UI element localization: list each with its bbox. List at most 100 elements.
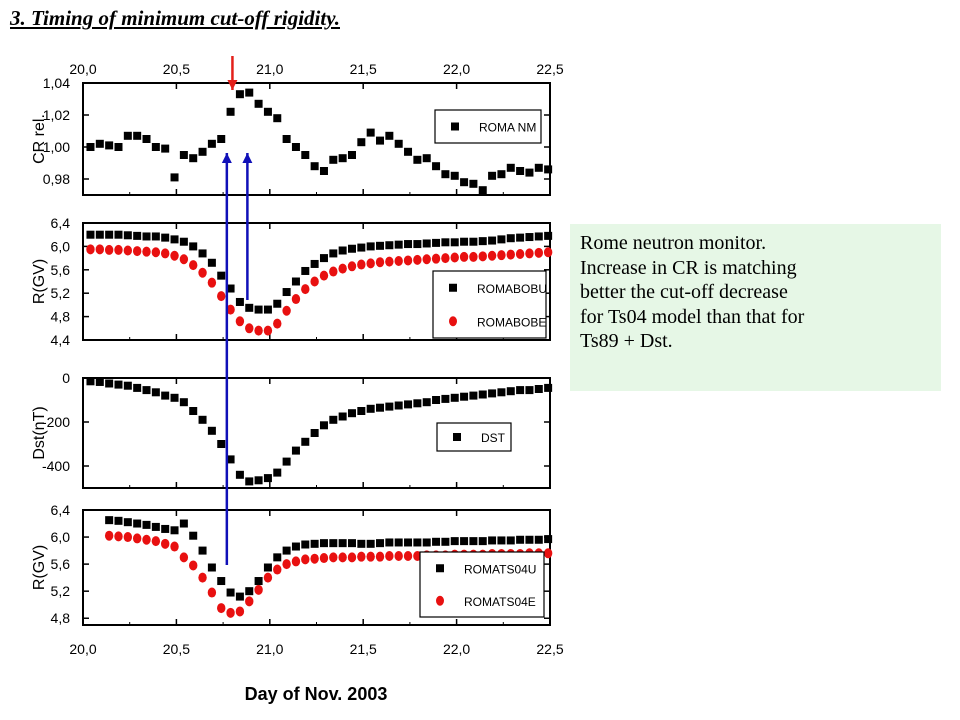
- data-point: [217, 577, 226, 586]
- data-point: [422, 239, 431, 248]
- data-point: [189, 407, 198, 415]
- data-point: [245, 323, 254, 334]
- data-point: [516, 535, 525, 544]
- legend: ROMATS04U ROMATS04E: [419, 551, 545, 618]
- data-point: [114, 244, 123, 255]
- data-point: [133, 131, 142, 140]
- data-point: [347, 552, 357, 563]
- y-tick-label: 4,8: [51, 309, 71, 325]
- data-point: [404, 147, 413, 156]
- data-point: [338, 412, 347, 421]
- data-point: [142, 520, 151, 529]
- data-point: [245, 477, 254, 486]
- data-point: [254, 99, 263, 108]
- x-tick-label-top: 21,5: [350, 61, 377, 77]
- legend-marker: [451, 122, 459, 131]
- data-point: [310, 162, 319, 171]
- data-point: [142, 534, 151, 545]
- data-point: [189, 260, 198, 271]
- data-point: [460, 178, 469, 187]
- y-tick-label: 6,4: [51, 215, 71, 231]
- data-point: [133, 383, 142, 392]
- data-point: [273, 564, 282, 575]
- data-point: [123, 532, 133, 543]
- legend: ROMA NM: [434, 109, 542, 144]
- data-point: [516, 167, 525, 175]
- legend-marker: [449, 316, 457, 327]
- data-point: [170, 541, 179, 552]
- note-line-2: Increase in CR is matching: [580, 256, 797, 279]
- y-axis-label: Dst(nT): [31, 406, 48, 459]
- data-point: [319, 421, 328, 430]
- data-point: [263, 325, 273, 336]
- data-point: [525, 248, 534, 259]
- data-point: [114, 516, 123, 525]
- data-point: [347, 261, 357, 272]
- x-tick-label: 21,5: [350, 641, 377, 657]
- note-line-1: Rome neutron monitor.: [580, 232, 767, 254]
- legend-marker: [436, 595, 444, 606]
- data-point: [469, 251, 478, 262]
- data-point: [161, 524, 170, 533]
- data-point: [394, 256, 403, 267]
- panel-1: 0,98 1,00 1,02 1,04 CR rel. ROMA NM: [31, 75, 553, 196]
- data-point: [450, 393, 459, 402]
- data-point: [525, 233, 534, 242]
- data-point: [104, 244, 114, 255]
- data-point: [235, 470, 244, 479]
- data-point: [460, 237, 469, 246]
- data-point: [404, 240, 413, 249]
- data-point: [123, 131, 132, 140]
- data-point: [114, 230, 123, 239]
- data-point: [263, 305, 272, 314]
- data-point: [161, 233, 170, 242]
- data-point: [235, 297, 244, 306]
- data-point: [86, 143, 95, 151]
- data-point: [441, 253, 450, 264]
- data-point: [133, 231, 142, 240]
- data-point: [422, 538, 431, 547]
- note-line-5: Ts89 + Dst.: [580, 330, 673, 352]
- data-point: [366, 128, 375, 137]
- data-point: [385, 131, 394, 140]
- data-point: [282, 559, 291, 570]
- data-point: [422, 154, 431, 163]
- data-point: [235, 90, 244, 99]
- x-tick-label: 21,0: [256, 641, 283, 657]
- data-point: [142, 246, 151, 257]
- data-point: [105, 379, 114, 388]
- y-tick-label: 4,8: [51, 610, 71, 626]
- y-axis-label: R(GV): [31, 259, 48, 304]
- y-tick-label: -200: [42, 414, 70, 430]
- series-romabobe: [86, 244, 553, 336]
- data-point: [506, 163, 515, 172]
- data-point: [357, 138, 366, 147]
- data-point: [534, 385, 543, 393]
- data-point: [179, 254, 189, 265]
- data-point: [338, 552, 347, 563]
- y-tick-label: 4,4: [51, 332, 71, 348]
- data-point: [198, 147, 207, 156]
- data-point: [273, 299, 282, 308]
- data-point: [413, 155, 422, 164]
- legend-label: ROMABOBU: [477, 282, 547, 296]
- data-point: [422, 398, 431, 407]
- data-point: [329, 539, 338, 548]
- data-point: [394, 240, 403, 249]
- data-point: [432, 396, 441, 404]
- data-point: [207, 277, 217, 288]
- data-point: [459, 251, 469, 262]
- data-point: [189, 531, 198, 540]
- data-point: [254, 325, 263, 336]
- data-point: [254, 584, 263, 595]
- data-point: [469, 179, 478, 188]
- data-point: [385, 256, 394, 267]
- data-point: [544, 535, 553, 544]
- data-point: [488, 236, 497, 245]
- x-tick-label-top: 21,0: [256, 61, 283, 77]
- legend-label: ROMATS04U: [464, 562, 536, 576]
- y-tick-label: 0,98: [43, 171, 70, 187]
- data-point: [95, 139, 104, 148]
- data-point: [142, 386, 151, 395]
